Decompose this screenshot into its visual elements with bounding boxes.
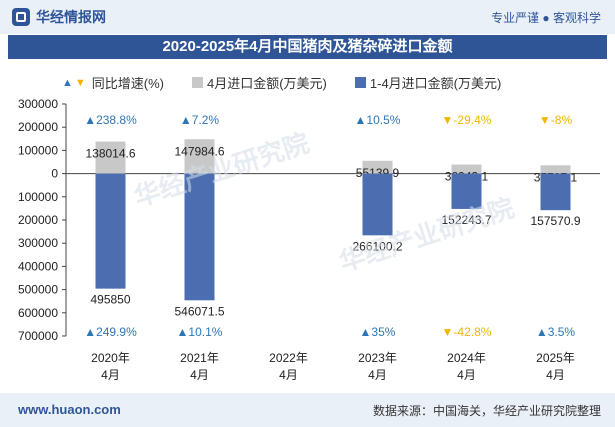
bar-ytd — [95, 173, 126, 289]
y-tick-label: 500000 — [18, 283, 58, 297]
y-tick-label: 200000 — [18, 120, 58, 134]
brand: 华经情报网 — [12, 7, 106, 27]
legend-growth: ▲ ▼ 同比增速(%) — [62, 73, 164, 92]
bar-april — [95, 141, 126, 174]
bar-april — [184, 139, 215, 174]
y-tick-label: 200000 — [18, 213, 58, 227]
x-tick-label-month: 4月 — [101, 368, 120, 382]
top-bar: 华经情报网 专业严谨 ● 客观科学 — [0, 0, 615, 34]
growth-label-april: ▲238.8% — [84, 113, 137, 127]
x-tick-label-month: 4月 — [546, 368, 565, 382]
triangle-up-icon: ▲ — [62, 76, 73, 89]
data-label-ytd: 266100.2 — [352, 239, 402, 253]
growth-label-april: ▲10.5% — [355, 113, 401, 127]
data-label-ytd: 152243.7 — [441, 213, 491, 227]
legend-ytd-label: 1-4月进口金额(万美元) — [369, 76, 502, 91]
data-label-ytd: 495850 — [90, 293, 130, 307]
y-tick-label: 300000 — [18, 236, 58, 250]
x-tick-label-month: 4月 — [368, 368, 387, 382]
growth-label-ytd: ▲3.5% — [536, 325, 576, 339]
growth-label-ytd: ▲10.1% — [177, 325, 223, 339]
x-tick-label-year: 2021年 — [180, 351, 219, 365]
y-tick-label: 300000 — [18, 97, 58, 111]
x-tick-label-month: 4月 — [279, 368, 298, 382]
legend-april: 4月进口金额(万美元) — [192, 73, 327, 92]
legend: ▲ ▼ 同比增速(%) 4月进口金额(万美元) 1-4月进口金额(万美元) — [62, 73, 529, 92]
legend-growth-label: 同比增速(%) — [91, 76, 164, 91]
legend-april-swatch — [192, 77, 203, 88]
growth-label-april: ▼-29.4% — [442, 113, 492, 127]
data-label-ytd: 157570.9 — [530, 214, 580, 228]
bar-ytd — [362, 173, 393, 236]
triangle-down-icon: ▼ — [74, 76, 86, 89]
legend-april-label: 4月进口金额(万美元) — [207, 76, 327, 91]
data-label-ytd: 546071.5 — [174, 304, 224, 318]
x-tick-label-month: 4月 — [457, 368, 476, 382]
growth-label-ytd: ▲35% — [360, 325, 396, 339]
y-tick-label: 100000 — [18, 143, 58, 157]
bar-ytd — [540, 173, 571, 211]
growth-label-april: ▲7.2% — [180, 113, 220, 127]
bar-chart: 300000 200000 100000 0 100000 200000 300000 400… — [18, 97, 600, 382]
growth-label-ytd: ▲249.9% — [84, 325, 137, 339]
x-tick-label-year: 2024年 — [447, 351, 486, 365]
growth-label-april: ▼-8% — [539, 113, 573, 127]
footer-url: www.huaon.com — [18, 402, 121, 417]
x-tick-label-year: 2020年 — [91, 351, 130, 365]
slogan: 专业严谨 ● 客观科学 — [491, 11, 601, 25]
bar-april — [451, 164, 482, 174]
x-tick-label-year: 2025年 — [536, 351, 575, 365]
x-tick-label-year: 2022年 — [269, 351, 308, 365]
brand-logo-icon — [12, 8, 30, 26]
bar-ytd — [451, 173, 482, 209]
legend-ytd-swatch — [354, 77, 366, 88]
footer: www.huaon.com 数据来源：中国海关，华经产业研究院整理 — [0, 393, 615, 427]
y-tick-label: 100000 — [18, 190, 58, 204]
footer-source: 数据来源：中国海关，华经产业研究院整理 — [372, 404, 601, 418]
y-tick-label: 700000 — [18, 329, 58, 343]
x-tick-label-year: 2023年 — [358, 351, 397, 365]
brand-name: 华经情报网 — [36, 9, 106, 25]
legend-ytd: 1-4月进口金额(万美元) — [354, 73, 502, 92]
data-label-april: 147984.6 — [174, 144, 224, 158]
data-label-april: 138014.6 — [85, 147, 135, 161]
chart-title: 2020-2025年4月中国猪肉及猪杂碎进口金额 — [8, 35, 607, 59]
x-tick-label-month: 4月 — [190, 368, 209, 382]
y-tick-label: 600000 — [18, 306, 58, 320]
bar-ytd — [184, 173, 215, 301]
bar-april — [540, 165, 571, 174]
bar-april — [362, 160, 393, 174]
growth-label-ytd: ▼-42.8% — [442, 325, 492, 339]
y-tick-label: 400000 — [18, 259, 58, 273]
y-tick-label: 0 — [51, 167, 58, 181]
